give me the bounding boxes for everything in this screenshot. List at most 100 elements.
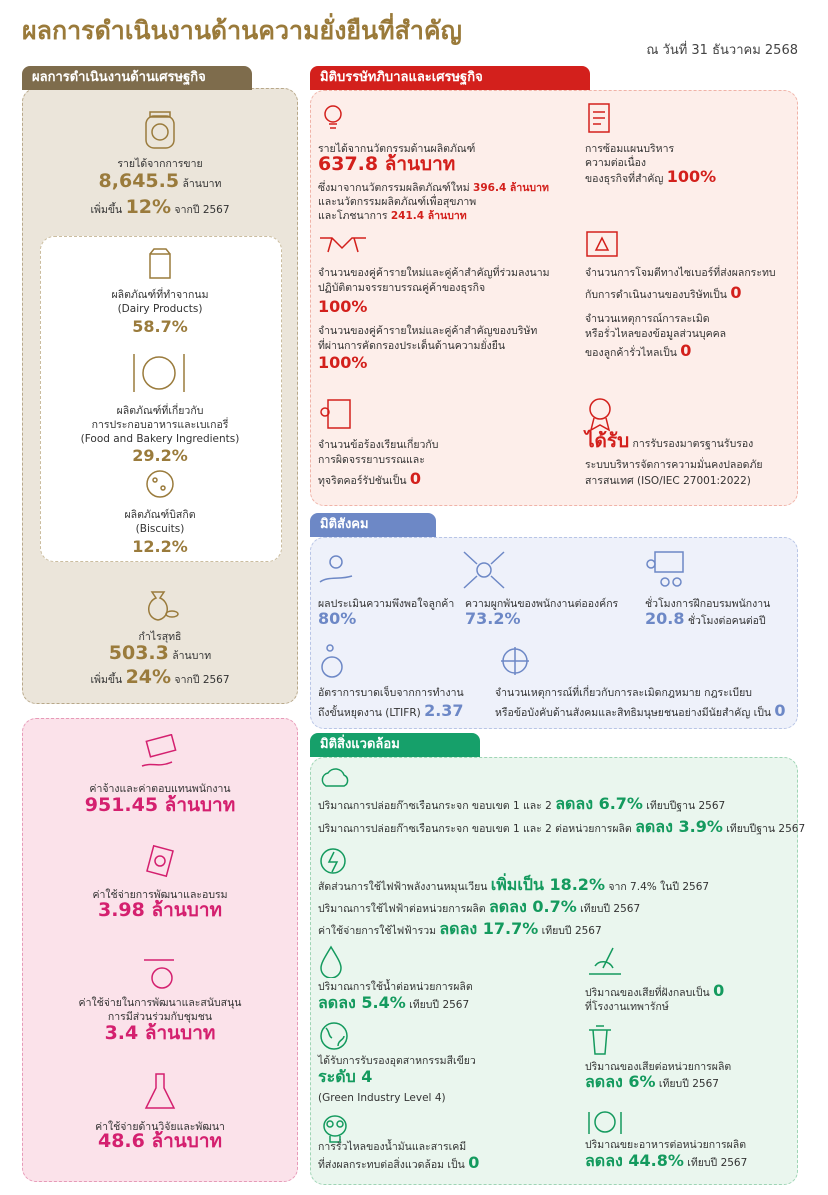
text: ค่าใช้จ่ายการพัฒนาและอบรม xyxy=(92,889,228,901)
icon xyxy=(144,959,174,989)
icon xyxy=(320,237,366,253)
text-line: 503.3 ล้านบาท xyxy=(109,644,211,663)
text-line: ปริมาณการปล่อยก๊าซเรือนกระจก ขอบเขต 1 แล… xyxy=(318,794,725,813)
text: เพิ่มเป็น 18.2% xyxy=(490,875,605,894)
text: อัตราการบาดเจ็บจากการทำงาน xyxy=(318,687,464,699)
text: ที่ผ่านการคัดกรองประเด็นด้านความยั่งยืน xyxy=(318,340,506,352)
icon xyxy=(324,105,342,129)
environment-title: มิติสิ่งแวดล้อม xyxy=(310,733,480,757)
icon xyxy=(501,647,529,675)
text: เพิ่มขึ้น xyxy=(90,204,123,216)
text: (Biscuits) xyxy=(135,523,185,535)
text-line: ลดลง 44.8% เทียบปี 2567 xyxy=(585,1153,748,1170)
governance-title: มิติบรรษัทภิบาลและเศรษฐกิจ xyxy=(310,66,590,90)
text: ลดลง 6% xyxy=(585,1072,656,1091)
icon xyxy=(320,945,342,978)
text: เทียบปี 2567 xyxy=(658,1078,719,1090)
text: หรือรั่วไหลของข้อมูลส่วนบุคคล xyxy=(585,328,727,340)
text: (Food and Bakery Ingredients) xyxy=(80,433,240,445)
text: หรือข้อบังคับด้านสังคมและสิทธิมนุษยชนอย่… xyxy=(495,707,772,719)
text: 100% xyxy=(318,353,368,372)
text: เทียบปีฐาน 2567 xyxy=(726,823,806,835)
text: รายได้จากนวัตกรรมด้านผลิตภัณฑ์ xyxy=(318,143,476,155)
icon xyxy=(145,111,175,149)
text-line: หรือข้อบังคับด้านสังคมและสิทธิมนุษยชนอย่… xyxy=(495,701,786,720)
text: ความต่อเนื่อง xyxy=(585,157,647,169)
text: สารสนเทศ (ISO/IEC 27001:2022) xyxy=(585,475,751,487)
text: การรับรองมาตรฐานรับรอง xyxy=(632,438,754,450)
icon xyxy=(148,591,179,621)
text: ปริมาณการปล่อยก๊าซเรือนกระจก ขอบเขต 1 แล… xyxy=(318,823,632,835)
text: 951.45 ล้านบาท xyxy=(84,794,236,816)
text: และนวัตกรรมผลิตภัณฑ์เพื่อสุขภาพ xyxy=(318,196,477,208)
text: ปฏิบัติตามจรรยาบรรณคู่ค้าของธุรกิจ xyxy=(318,282,486,294)
text: ชั่วโมงการฝึกอบรมพนักงาน xyxy=(645,598,771,610)
text: จากปี 2567 xyxy=(174,674,230,686)
text-line: ปริมาณของเสียที่ฝังกลบเป็น 0 xyxy=(585,981,725,1000)
text: การซ้อมแผนบริหาร xyxy=(585,143,675,155)
text: เทียบปี 2567 xyxy=(687,1157,748,1169)
text: 396.4 ล้านบาท xyxy=(473,182,549,194)
icon xyxy=(463,551,505,589)
text-line: ของธุรกิจที่สำคัญ 100% xyxy=(585,167,717,186)
text: ผลิตภัณฑ์บิสกิต xyxy=(124,509,196,521)
text: เทียบปี 2567 xyxy=(580,903,641,915)
page-title: ผลการดำเนินงานด้านความยั่งยืนที่สำคัญ xyxy=(22,16,462,45)
text: ค่าใช้จ่ายการใช้ไฟฟ้ารวม xyxy=(318,925,437,937)
icon xyxy=(319,555,353,583)
text: การประกอบอาหารและเบเกอรี่ xyxy=(91,419,229,431)
text: 637.8 ล้านบาท xyxy=(318,153,456,175)
text: ลดลง 3.9% xyxy=(635,817,723,836)
icon xyxy=(323,1115,347,1143)
text: 58.7% xyxy=(132,317,188,336)
text: 100% xyxy=(318,297,368,316)
text: 0 xyxy=(713,981,725,1000)
text: ปริมาณของเสียต่อหน่วยการผลิต xyxy=(585,1061,732,1073)
icon xyxy=(146,470,174,498)
text: ที่โรงงานเทพารักษ์ xyxy=(585,1001,669,1013)
text: เทียบปี 2567 xyxy=(409,999,470,1011)
text: 503.3 xyxy=(108,642,169,664)
text: 0 xyxy=(730,283,742,302)
text: 0 xyxy=(774,701,786,720)
text: 12% xyxy=(125,196,172,218)
text: จำนวนการโจมตีทางไซเบอร์ที่ส่งผลกระทบ xyxy=(585,267,776,279)
text: (Dairy Products) xyxy=(117,303,203,315)
icon xyxy=(320,399,351,429)
text: จำนวนของคู่ค้ารายใหม่และคู่ค้าสำคัญของบร… xyxy=(318,325,538,337)
text-line: ลดลง 6% เทียบปี 2567 xyxy=(585,1072,719,1091)
text-line: ได้รับ การรับรองมาตรฐานรับรอง xyxy=(585,432,754,451)
text: ลดลง 17.7% xyxy=(439,919,539,938)
text-line: ปริมาณการปล่อยก๊าซเรือนกระจก ขอบเขต 1 แล… xyxy=(318,817,806,836)
text: ค่าใช้จ่ายในการพัฒนาและสนับสนุน xyxy=(78,997,242,1009)
text: จำนวนของคู่ค้ารายใหม่และคู่ค้าสำคัญที่ร่… xyxy=(318,267,550,279)
icon xyxy=(149,248,171,279)
text-line: สัดส่วนการใช้ไฟฟ้าพลังงานหมุนเวียน เพิ่ม… xyxy=(318,875,709,894)
economic-title: ผลการดำเนินงานด้านเศรษฐกิจ xyxy=(22,66,252,90)
text-line: 20.8 ชั่วโมงต่อคนต่อปี xyxy=(645,611,766,628)
icon xyxy=(144,1073,176,1109)
icon xyxy=(588,103,610,133)
text-line: 8,645.5 ล้านบาท xyxy=(99,172,222,191)
text: เทียบปี 2567 xyxy=(541,925,602,937)
text: และโภชนาการ xyxy=(318,210,388,222)
icon xyxy=(588,1111,622,1134)
text: จำนวนข้อร้องเรียนเกี่ยวกับ xyxy=(318,439,439,451)
text: 100% xyxy=(666,167,717,186)
icon xyxy=(589,398,611,432)
text: 0 xyxy=(409,469,422,488)
text-line: เพิ่มขึ้น 24% จากปี 2567 xyxy=(90,668,230,687)
text: 241.4 ล้านบาท xyxy=(390,210,467,222)
text: การผิดจรรยาบรรณและ xyxy=(318,454,425,466)
text: ลดลง 6.7% xyxy=(555,794,643,813)
text: ความผูกพันของพนักงานต่อองค์กร xyxy=(465,598,619,610)
text: ซึ่งมาจากนวัตกรรมผลิตภัณฑ์ใหม่ xyxy=(318,182,470,194)
text-line: ทุจริตคอร์รัปชันเป็น 0 xyxy=(318,469,422,488)
text: 73.2% xyxy=(465,609,521,628)
social-title: มิติสังคม xyxy=(310,513,436,537)
text: 3.98 ล้านบาท xyxy=(97,899,223,921)
date: ณ วันที่ 31 ธันวาคม 2568 xyxy=(646,43,798,58)
text: ระบบบริหารจัดการความมั่นคงปลอดภัย xyxy=(585,459,763,471)
text: เพิ่มขึ้น xyxy=(90,674,123,686)
